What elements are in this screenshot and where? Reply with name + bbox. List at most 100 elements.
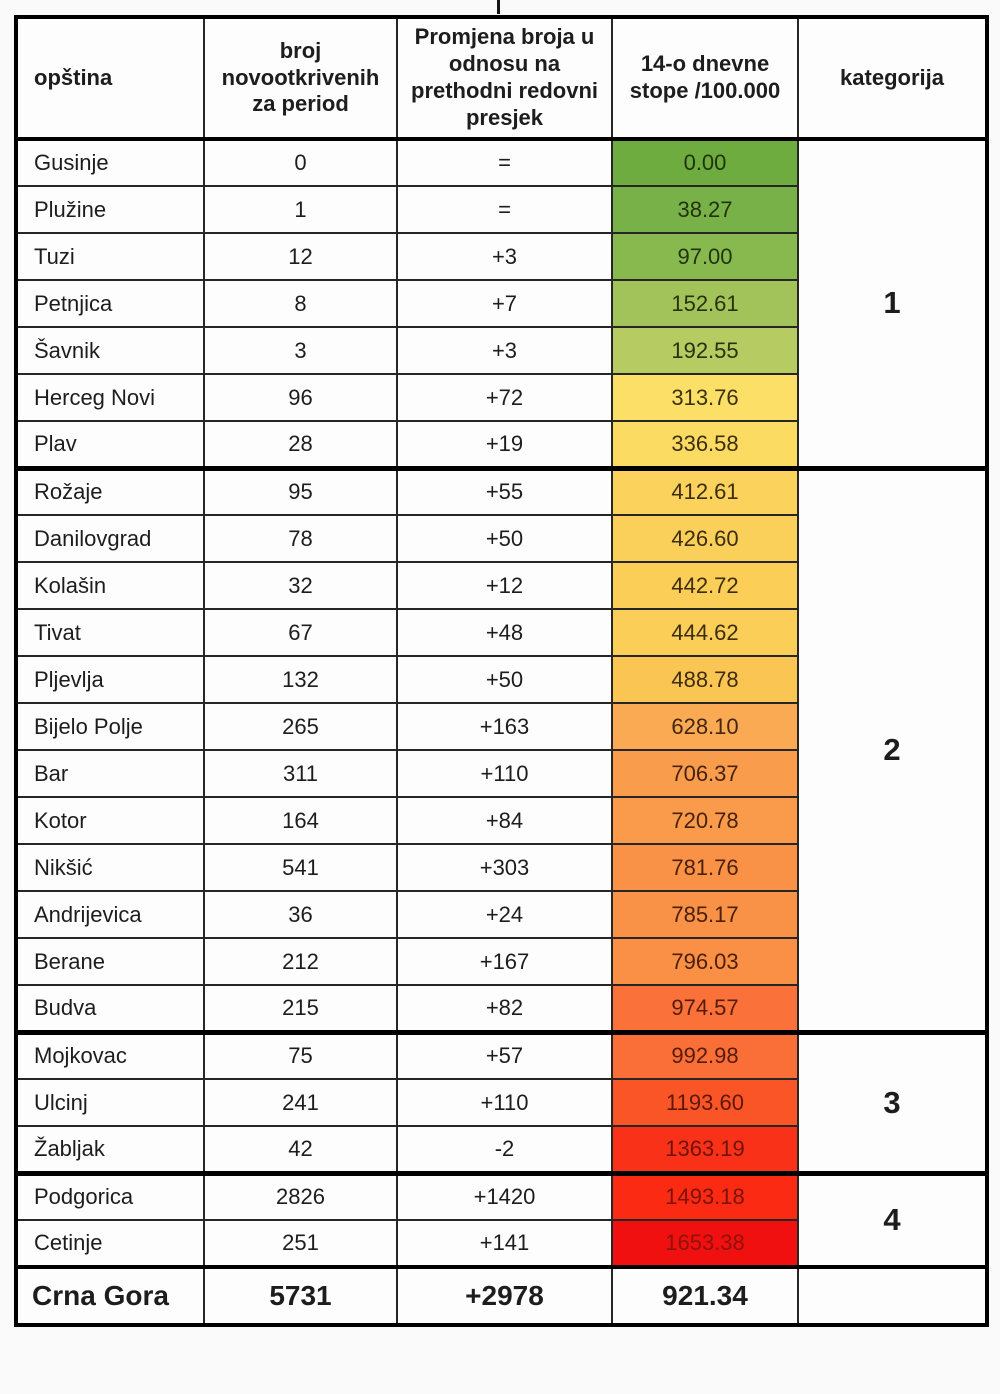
- municipality-name-cell: Kotor: [15, 796, 205, 845]
- rate-cell: 426.60: [611, 514, 799, 563]
- change-cell: +24: [396, 890, 613, 939]
- rate-cell: 974.57: [611, 984, 799, 1033]
- column-header-category: kategorija: [797, 16, 988, 141]
- new-cases-cell: 212: [203, 937, 398, 986]
- change-cell: +163: [396, 702, 613, 751]
- municipality-name-cell: Plužine: [15, 185, 205, 234]
- new-cases-cell: 311: [203, 749, 398, 798]
- new-cases-cell: 28: [203, 420, 398, 469]
- table-row: Rožaje 95 +55 412.61 2: [15, 465, 988, 1033]
- rate-cell: 796.03: [611, 937, 799, 986]
- category-cell: 3: [797, 1029, 988, 1174]
- new-cases-cell: 32: [203, 561, 398, 610]
- table-row: Danilovgrad 78 +50 426.60: [15, 514, 987, 563]
- table-row: Plužine 1 = 38.27: [15, 185, 987, 234]
- municipality-name-cell: Podgorica: [15, 1170, 205, 1221]
- column-header-change: Promjena broja u odnosu na prethodni red…: [396, 16, 613, 141]
- rate-cell: 152.61: [611, 279, 799, 328]
- rate-cell: 1493.18: [611, 1170, 799, 1221]
- total-row: Crna Gora 5731 +2978 921.34: [15, 1265, 988, 1326]
- new-cases-cell: 12: [203, 232, 398, 281]
- municipality-name-cell: Nikšić: [15, 843, 205, 892]
- table-row: Gusinje 0 = 0.00 1: [15, 138, 988, 469]
- table-row: Kolašin 32 +12 442.72: [15, 561, 987, 610]
- new-cases-cell: 541: [203, 843, 398, 892]
- change-cell: +141: [396, 1219, 613, 1268]
- rate-cell: 992.98: [611, 1029, 799, 1080]
- table-row: Andrijevica 36 +24 785.17: [15, 890, 987, 939]
- municipality-name-cell: Gusinje: [15, 138, 205, 187]
- rate-cell: 412.61: [611, 465, 799, 516]
- municipality-name-cell: Ulcinj: [15, 1078, 205, 1127]
- top-tick-mark: [497, 0, 500, 14]
- rate-cell: 192.55: [611, 326, 799, 375]
- municipality-name-cell: Andrijevica: [15, 890, 205, 939]
- table-row: Tivat 67 +48 444.62: [15, 608, 987, 657]
- rate-cell: 97.00: [611, 232, 799, 281]
- rate-cell: 1193.60: [611, 1078, 799, 1127]
- new-cases-cell: 215: [203, 984, 398, 1033]
- new-cases-cell: 42: [203, 1125, 398, 1174]
- table-row: Podgorica 2826 +1420 1493.18 4: [15, 1170, 988, 1268]
- new-cases-cell: 78: [203, 514, 398, 563]
- column-header-new-cases: broj novootkrivenih za period: [203, 16, 398, 141]
- rate-cell: 38.27: [611, 185, 799, 234]
- change-cell: +82: [396, 984, 613, 1033]
- change-cell: =: [396, 138, 613, 187]
- total-category-cell: [797, 1265, 988, 1326]
- new-cases-cell: 95: [203, 465, 398, 516]
- change-cell: -2: [396, 1125, 613, 1174]
- rate-cell: 785.17: [611, 890, 799, 939]
- municipality-name-cell: Bar: [15, 749, 205, 798]
- new-cases-cell: 67: [203, 608, 398, 657]
- table-row: Šavnik 3 +3 192.55: [15, 326, 987, 375]
- change-cell: +3: [396, 326, 613, 375]
- municipality-name-cell: Bijelo Polje: [15, 702, 205, 751]
- change-cell: +3: [396, 232, 613, 281]
- change-cell: +303: [396, 843, 613, 892]
- rate-cell: 1363.19: [611, 1125, 799, 1174]
- table-row: Ulcinj 241 +110 1193.60: [15, 1078, 987, 1127]
- rate-cell: 720.78: [611, 796, 799, 845]
- change-cell: +7: [396, 279, 613, 328]
- municipality-name-cell: Plav: [15, 420, 205, 469]
- column-header-opstina: opština: [15, 16, 205, 141]
- rate-cell: 781.76: [611, 843, 799, 892]
- municipality-name-cell: Budva: [15, 984, 205, 1033]
- table-row: Žabljak 42 -2 1363.19: [15, 1125, 987, 1174]
- new-cases-cell: 241: [203, 1078, 398, 1127]
- new-cases-cell: 36: [203, 890, 398, 939]
- new-cases-cell: 1: [203, 185, 398, 234]
- change-cell: +84: [396, 796, 613, 845]
- table-body: Gusinje 0 = 0.00 1 Plužine 1 = 38.27 Tuzi 12 +3 97.0…: [15, 138, 988, 1268]
- change-cell: +72: [396, 373, 613, 422]
- change-cell: +110: [396, 1078, 613, 1127]
- change-cell: +1420: [396, 1170, 613, 1221]
- change-cell: +50: [396, 655, 613, 704]
- rate-cell: 0.00: [611, 138, 799, 187]
- table-row: Herceg Novi 96 +72 313.76: [15, 373, 987, 422]
- table-row: Berane 212 +167 796.03: [15, 937, 987, 986]
- rate-cell: 706.37: [611, 749, 799, 798]
- change-cell: +55: [396, 465, 613, 516]
- total-name-cell: Crna Gora: [15, 1265, 205, 1326]
- municipality-name-cell: Tuzi: [15, 232, 205, 281]
- change-cell: +12: [396, 561, 613, 610]
- table-row: Nikšić 541 +303 781.76: [15, 843, 987, 892]
- table-row: Mojkovac 75 +57 992.98 3: [15, 1029, 988, 1174]
- rate-cell: 336.58: [611, 420, 799, 469]
- municipality-name-cell: Kolašin: [15, 561, 205, 610]
- change-cell: +167: [396, 937, 613, 986]
- total-rate-cell: 921.34: [611, 1265, 799, 1326]
- column-header-14day-rate: 14-o dnevne stope /100.000: [611, 16, 799, 141]
- total-new-cases-cell: 5731: [203, 1265, 398, 1326]
- municipality-name-cell: Berane: [15, 937, 205, 986]
- rate-cell: 442.72: [611, 561, 799, 610]
- municipality-name-cell: Petnjica: [15, 279, 205, 328]
- rate-cell: 1653.38: [611, 1219, 799, 1268]
- table-row: Budva 215 +82 974.57: [15, 984, 987, 1033]
- municipality-name-cell: Žabljak: [15, 1125, 205, 1174]
- table-row: Cetinje 251 +141 1653.38: [15, 1219, 987, 1268]
- municipality-name-cell: Rožaje: [15, 465, 205, 516]
